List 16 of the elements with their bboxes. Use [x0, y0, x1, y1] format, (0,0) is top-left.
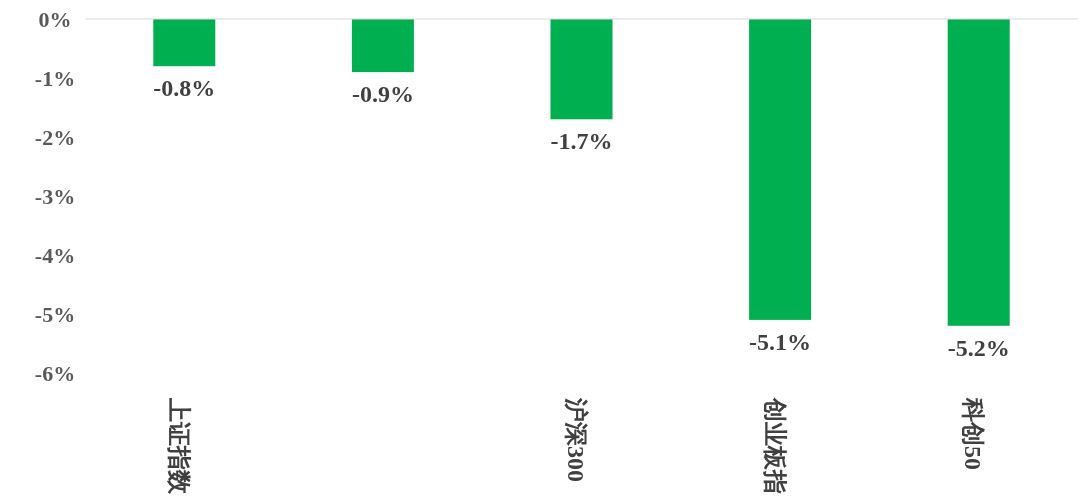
y-tick-label: -6%	[34, 361, 76, 386]
data-label: -0.9%	[351, 81, 414, 108]
y-tick-label: 0%	[38, 7, 72, 32]
data-label: -5.2%	[947, 334, 1010, 361]
y-tick-label: -3%	[34, 184, 76, 209]
data-label: -0.8%	[153, 75, 216, 102]
x-tick-label: 科创50	[960, 397, 987, 470]
x-tick-label: 创业板指	[761, 397, 788, 494]
y-tick-label: -4%	[34, 243, 76, 268]
y-tick-label: -1%	[34, 66, 76, 91]
data-label: -5.1%	[749, 328, 812, 355]
x-tick-label: 沪深300	[562, 397, 590, 482]
x-tick-label: 上证指数	[165, 397, 192, 495]
y-tick-label: -2%	[34, 125, 76, 150]
y-tick-label: -5%	[34, 302, 76, 327]
data-label: -1.7%	[550, 128, 613, 155]
